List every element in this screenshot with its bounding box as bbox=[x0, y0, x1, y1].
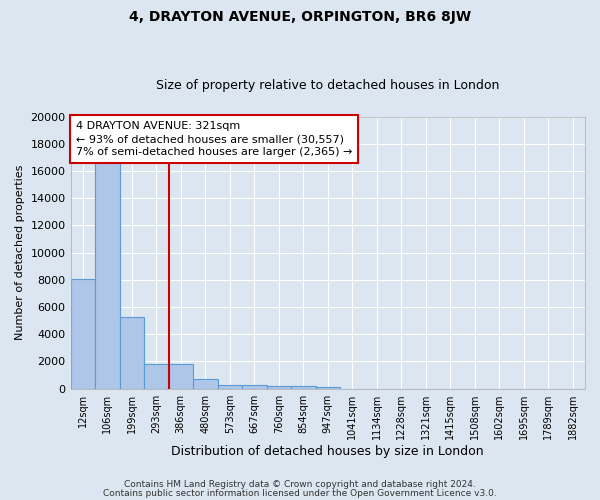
Text: Contains public sector information licensed under the Open Government Licence v3: Contains public sector information licen… bbox=[103, 488, 497, 498]
Y-axis label: Number of detached properties: Number of detached properties bbox=[15, 165, 25, 340]
Bar bbox=[193, 379, 218, 388]
Bar bbox=[218, 384, 242, 388]
Bar bbox=[144, 364, 169, 388]
Text: 4 DRAYTON AVENUE: 321sqm
← 93% of detached houses are smaller (30,557)
7% of sem: 4 DRAYTON AVENUE: 321sqm ← 93% of detach… bbox=[76, 121, 352, 158]
Bar bbox=[71, 278, 95, 388]
Bar bbox=[169, 364, 193, 388]
Text: 4, DRAYTON AVENUE, ORPINGTON, BR6 8JW: 4, DRAYTON AVENUE, ORPINGTON, BR6 8JW bbox=[129, 10, 471, 24]
Bar bbox=[291, 386, 316, 388]
Bar bbox=[242, 385, 266, 388]
Text: Contains HM Land Registry data © Crown copyright and database right 2024.: Contains HM Land Registry data © Crown c… bbox=[124, 480, 476, 489]
X-axis label: Distribution of detached houses by size in London: Distribution of detached houses by size … bbox=[172, 444, 484, 458]
Bar bbox=[95, 163, 119, 388]
Title: Size of property relative to detached houses in London: Size of property relative to detached ho… bbox=[156, 79, 499, 92]
Bar bbox=[316, 386, 340, 388]
Bar bbox=[266, 386, 291, 388]
Bar bbox=[119, 316, 144, 388]
